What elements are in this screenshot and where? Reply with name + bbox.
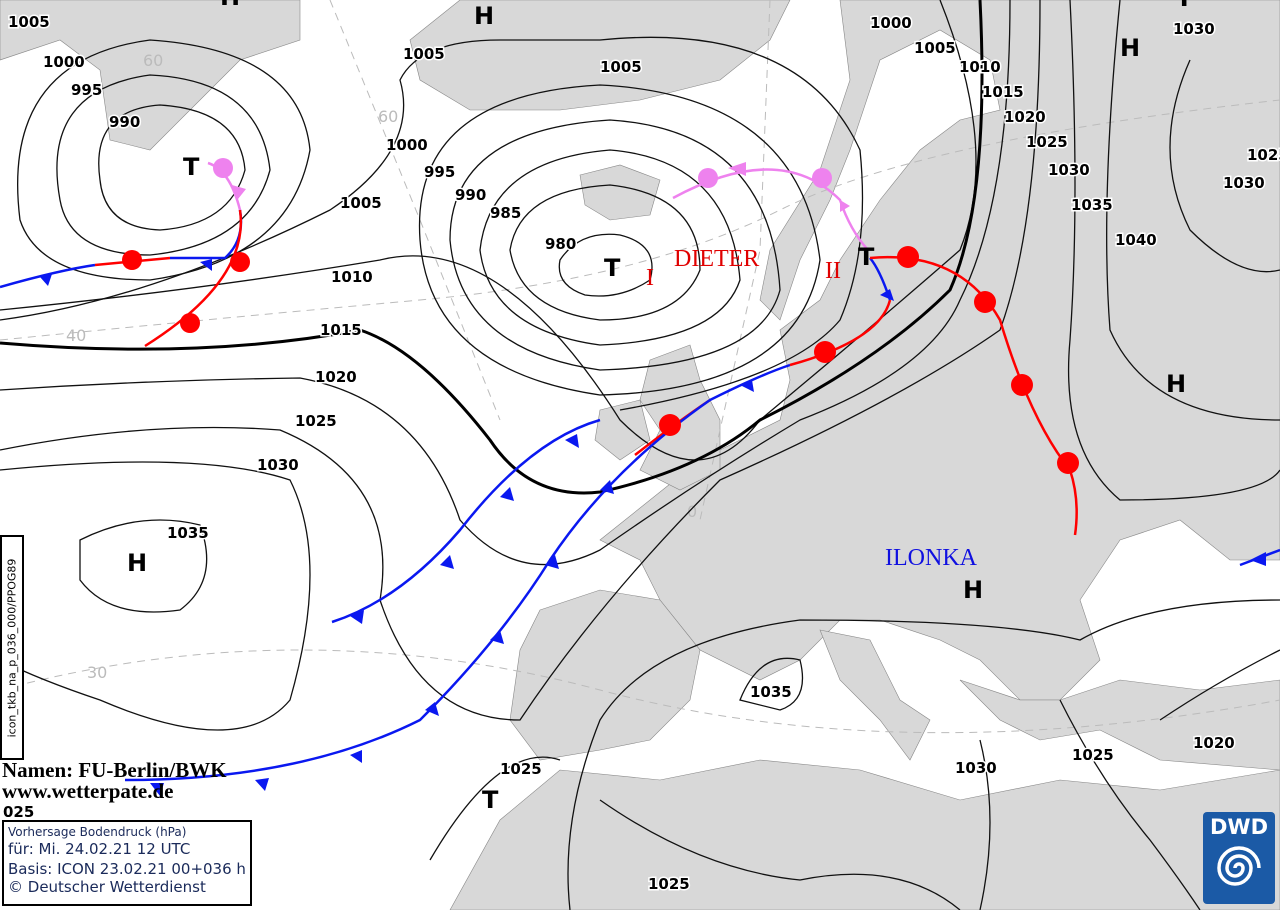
isobar-label: 1025: [500, 760, 542, 778]
isobar-label: 1040: [1115, 231, 1157, 249]
cold-front-main: [331, 418, 601, 624]
legend-basis: Basis: ICON 23.02.21 00+036 h: [8, 860, 246, 878]
storm-names: DIETER I II ILONKA: [646, 246, 978, 571]
low-center: T: [858, 243, 875, 271]
grid-labels: 60 60 40 30 0: [66, 51, 697, 682]
legend-valid-time: für: Mi. 24.02.21 12 UTC: [8, 840, 191, 858]
isobar-label: 1020: [1193, 734, 1235, 752]
warm-front-scand: [789, 299, 892, 367]
isobar-label: 1010: [959, 58, 1001, 76]
isobar-label: 1000: [386, 136, 428, 154]
isobar-label: 1020: [315, 368, 357, 386]
warm-front-low-1c: [144, 209, 243, 348]
isobar-labels: 1005 1000 995 990 1005 1005 1000 1005 10…: [2, 12, 1280, 895]
isobar-label: 1035: [750, 683, 792, 701]
land-balkans-turkey: [959, 679, 1280, 771]
isobar-label: 1030: [1173, 20, 1215, 38]
grid-label: 0: [687, 502, 697, 521]
isobar-label: 1005: [8, 13, 50, 31]
isobar-label: 1005: [600, 58, 642, 76]
front-symbols: [40, 158, 1266, 796]
website-credit: www.wetterpate.de: [2, 779, 174, 803]
isobar-label: 990: [455, 186, 486, 204]
legend-box: Vorhersage Bodendruck (hPa) für: Mi. 24.…: [2, 820, 252, 906]
land-africa: [449, 759, 1280, 910]
land-iberia: [509, 589, 701, 761]
dwd-logo: DWD: [1203, 812, 1275, 904]
high-center: H: [1166, 370, 1186, 398]
isobar-label: 1030: [1048, 161, 1090, 179]
swirl-icon: [1217, 846, 1261, 886]
storm-marker-1: I: [646, 265, 654, 291]
grid-label: 40: [66, 326, 86, 345]
isobar-label: 1015: [982, 83, 1024, 101]
isobar-label: 1025: [295, 412, 337, 430]
low-center: T: [482, 786, 499, 814]
warm-front-semicircles: [122, 246, 1079, 474]
cold-front-triangles: [40, 259, 1266, 796]
pressure-centers: H H H T T T H H H T T: [127, 0, 1193, 814]
isobar-label: 1035: [1071, 196, 1113, 214]
cold-front-main2: [124, 363, 791, 782]
isobar-label: 995: [71, 81, 102, 99]
low-center: T: [183, 153, 200, 181]
occlusion-symbols: [213, 158, 850, 212]
isobar-label: 1000: [43, 53, 85, 71]
isobar-label: 1000: [870, 14, 912, 32]
grid-label: 60: [143, 51, 163, 70]
isobar-label: 1025: [1072, 746, 1114, 764]
isobar-label: 990: [109, 113, 140, 131]
grid-label: 60: [378, 107, 398, 126]
land-italy: [819, 629, 931, 761]
high-center: H: [127, 549, 147, 577]
high-center: H: [1120, 34, 1140, 62]
isobar-label: 1025: [1026, 133, 1068, 151]
isobar-label: 995: [424, 163, 455, 181]
storm-marker-2: II: [825, 258, 841, 284]
occlusion-low-1: [207, 161, 242, 211]
cold-front-low-1b: [170, 209, 243, 260]
isobar-label: 1010: [331, 268, 373, 286]
isobar-label: 1020: [1004, 108, 1046, 126]
grid-label: 30: [87, 663, 107, 682]
isobar-label: 1015: [320, 321, 362, 339]
legend-copyright: © Deutscher Wetterdienst: [8, 878, 206, 896]
high-center: H: [474, 2, 494, 30]
land-europe: [599, 0, 1280, 701]
isobar-label: 1030: [955, 759, 997, 777]
land-ireland: [594, 399, 651, 461]
low-center: T: [604, 254, 621, 282]
isobar-label: 985: [490, 204, 521, 222]
product-code-box: icon_tkb_na_p_036_000/PPOG89: [0, 535, 24, 760]
isobar-label: 1030: [257, 456, 299, 474]
legend-title: Vorhersage Bodendruck (hPa): [8, 825, 187, 839]
storm-name-ilonka: ILONKA: [885, 545, 978, 571]
isobar-label: 980: [545, 235, 576, 253]
dwd-logo-text: DWD: [1209, 815, 1269, 839]
isobar-label: 1030: [1223, 174, 1265, 192]
names-credit: Namen: FU-Berlin/BWK: [2, 758, 227, 782]
storm-name-dieter: DIETER: [674, 246, 759, 272]
low-center: T: [1176, 0, 1193, 12]
high-center: H: [963, 576, 983, 604]
isobar-label: 1005: [403, 45, 445, 63]
high-center: H: [220, 0, 240, 11]
isobar-label: 1025: [1247, 146, 1280, 164]
land-iceland: [579, 164, 661, 221]
product-code: icon_tkb_na_p_036_000/PPOG89: [5, 558, 19, 737]
isobar-label: 025: [3, 803, 34, 821]
isobar-label: 1005: [914, 39, 956, 57]
cold-front-atlantic-1: [0, 263, 96, 289]
isobar-label: 1025: [648, 875, 690, 893]
fronts: [0, 161, 1280, 782]
isobar-label: 1035: [167, 524, 209, 542]
grid-lines: [0, 0, 1280, 734]
land-greenland: [409, 0, 791, 111]
isobar-label: 1005: [340, 194, 382, 212]
